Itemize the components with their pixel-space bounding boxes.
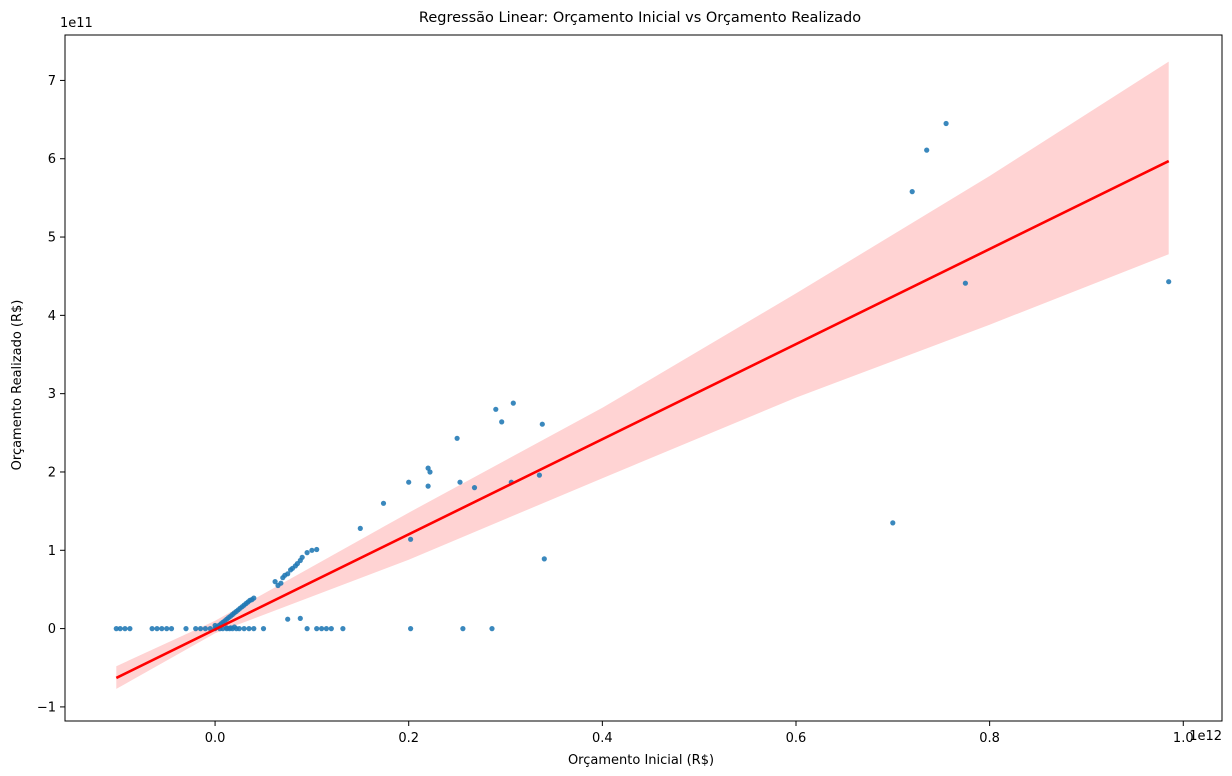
data-point bbox=[202, 626, 208, 632]
y-tick-label: −1 bbox=[37, 700, 56, 715]
data-point bbox=[278, 580, 284, 586]
data-point bbox=[272, 579, 278, 585]
data-point bbox=[457, 479, 463, 485]
data-point bbox=[246, 626, 252, 632]
data-point bbox=[183, 626, 189, 632]
data-point bbox=[962, 280, 969, 286]
data-point bbox=[323, 626, 329, 632]
data-point bbox=[309, 547, 315, 553]
data-point bbox=[297, 615, 303, 622]
data-point bbox=[251, 626, 257, 632]
data-point bbox=[304, 550, 310, 556]
data-point bbox=[122, 626, 128, 632]
data-point bbox=[285, 616, 291, 622]
y-axis-label: Orçamento Realizado (R$) bbox=[10, 300, 25, 471]
data-point bbox=[319, 626, 325, 632]
data-point bbox=[924, 147, 930, 153]
data-point bbox=[314, 546, 320, 553]
data-point bbox=[539, 421, 545, 427]
data-point bbox=[943, 120, 949, 127]
data-point bbox=[493, 406, 499, 412]
data-point bbox=[489, 626, 495, 632]
data-point bbox=[909, 189, 915, 195]
y-tick-label: 1 bbox=[48, 544, 56, 559]
y-tick-label: 4 bbox=[48, 309, 56, 324]
data-point bbox=[304, 626, 310, 632]
y-axis-offset-text: 1e11 bbox=[60, 16, 93, 31]
data-point bbox=[541, 556, 547, 562]
data-point bbox=[536, 472, 543, 478]
data-point bbox=[241, 626, 247, 632]
data-point bbox=[460, 626, 466, 632]
data-points-layer bbox=[113, 120, 1172, 632]
data-point bbox=[149, 626, 155, 632]
data-point bbox=[340, 626, 346, 632]
regression-line bbox=[115, 159, 1170, 680]
data-point bbox=[127, 626, 133, 632]
x-axis-label: Orçamento Inicial (R$) bbox=[568, 753, 714, 768]
data-point bbox=[314, 626, 320, 632]
data-point bbox=[380, 500, 387, 506]
regression-line-layer bbox=[115, 159, 1170, 680]
data-point bbox=[231, 624, 237, 630]
data-point bbox=[510, 400, 516, 406]
data-point bbox=[299, 554, 305, 560]
data-point bbox=[499, 419, 505, 425]
y-tick-label: 0 bbox=[48, 622, 56, 637]
data-point bbox=[408, 626, 414, 632]
y-tick-label: 7 bbox=[48, 74, 56, 89]
x-tick-label: 1.0 bbox=[1173, 731, 1194, 746]
y-tick-label: 2 bbox=[48, 465, 56, 480]
data-point bbox=[193, 626, 199, 632]
data-point bbox=[425, 483, 431, 489]
data-point bbox=[1166, 279, 1172, 285]
confidence-band bbox=[116, 61, 1169, 689]
data-point bbox=[427, 469, 433, 475]
data-point bbox=[117, 626, 123, 632]
y-axis-ticks: −1 0 1 2 3 4 5 6 7 bbox=[37, 74, 65, 715]
data-point bbox=[285, 571, 291, 577]
data-point bbox=[168, 626, 175, 632]
data-point bbox=[425, 465, 431, 471]
data-point bbox=[890, 520, 896, 526]
y-tick-label: 6 bbox=[48, 152, 56, 167]
data-point bbox=[471, 485, 478, 491]
plot-frame bbox=[64, 34, 1223, 722]
data-point bbox=[454, 435, 460, 441]
x-tick-label: 0.6 bbox=[786, 731, 807, 746]
data-point bbox=[236, 626, 242, 632]
x-axis-offset-text: 1e12 bbox=[1189, 729, 1222, 744]
data-point bbox=[251, 595, 257, 601]
x-tick-label: 0.4 bbox=[592, 731, 613, 746]
data-point bbox=[328, 626, 334, 632]
data-point bbox=[260, 626, 267, 632]
y-tick-label: 5 bbox=[48, 231, 56, 246]
data-point bbox=[224, 625, 230, 631]
data-point bbox=[197, 626, 204, 632]
data-point bbox=[154, 626, 160, 632]
data-point bbox=[164, 626, 170, 632]
data-point bbox=[113, 626, 119, 632]
data-point bbox=[406, 479, 412, 485]
x-axis-ticks: 0.0 0.2 0.4 0.6 0.8 1.0 bbox=[205, 721, 1194, 746]
x-tick-label: 0.8 bbox=[979, 731, 1000, 746]
data-point bbox=[159, 626, 165, 632]
x-tick-label: 0.0 bbox=[205, 731, 226, 746]
data-point bbox=[408, 536, 414, 542]
x-tick-label: 0.2 bbox=[398, 731, 419, 746]
confidence-band-layer bbox=[116, 61, 1169, 689]
data-point bbox=[357, 525, 363, 532]
chart-title: Regressão Linear: Orçamento Inicial vs O… bbox=[419, 10, 861, 26]
y-tick-label: 3 bbox=[48, 387, 56, 402]
